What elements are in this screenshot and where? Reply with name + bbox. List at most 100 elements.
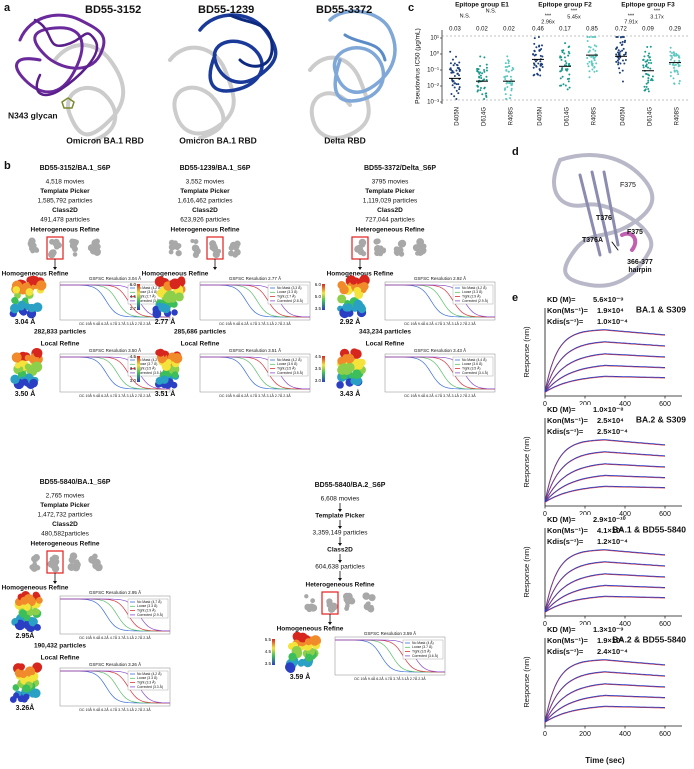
data-dot: [452, 80, 455, 83]
density-map: [14, 362, 21, 369]
fsc-curve: [335, 639, 445, 673]
data-dot: [593, 44, 596, 47]
data-dot: [617, 61, 620, 64]
data-dot: [485, 66, 488, 69]
x-tick-label: 400: [619, 511, 631, 518]
resolution: 3.51 Å: [155, 389, 176, 398]
data-dot: [590, 55, 593, 58]
antibody-ribbon: [33, 18, 99, 97]
residue-label: T376: [596, 215, 612, 222]
legend-entry: No Mask (3.3 Å): [277, 285, 302, 290]
antibody-ribbon: [228, 13, 274, 68]
sensorgram: [544, 375, 666, 393]
legend-entry: Tight (3.5 Å): [412, 648, 431, 653]
colorbar-label: 5.5: [265, 637, 272, 642]
sensorgram: [544, 549, 666, 613]
data-dot: [593, 66, 596, 69]
data-dot: [479, 71, 482, 74]
kinetic-label: Kon(Ms⁻¹)=: [547, 526, 588, 535]
label-bg: [546, 625, 612, 635]
legend-entry: Tight (3.5 Å): [462, 365, 481, 370]
data-dot: [455, 83, 458, 86]
data-dot: [644, 50, 647, 53]
data-dot: [649, 67, 652, 70]
y-axis-label: Response (nm): [522, 436, 531, 488]
data-dot: [622, 47, 625, 50]
data-dot: [621, 40, 624, 43]
hairpin-label: 366-377: [627, 259, 653, 266]
density-map: [10, 374, 20, 384]
data-dot: [453, 74, 456, 77]
sensorgram: [544, 474, 665, 503]
data-dot: [618, 54, 621, 57]
density-map: [33, 349, 42, 358]
data-dot: [449, 67, 452, 70]
workflow-step: Homogeneous Refine: [277, 626, 344, 633]
data-dot: [618, 67, 621, 70]
data-dot: [647, 87, 650, 90]
residue-label: F375: [620, 182, 636, 189]
legend-entry: No Mask (4.4 Å): [462, 357, 487, 362]
data-dot: [455, 89, 458, 92]
fsc-legend: [452, 284, 494, 305]
resolution: 3.26Å: [16, 703, 35, 712]
data-dot: [649, 45, 652, 48]
workflow-step: Class2D: [377, 207, 403, 214]
data-dot: [476, 67, 479, 70]
density-map: [344, 353, 355, 364]
density-map: [34, 666, 41, 673]
x-tick-label: 200: [579, 511, 591, 518]
label-bg: [546, 526, 612, 536]
data-dot: [670, 52, 673, 55]
hairpin: [620, 231, 638, 252]
fsc-axis: DC 19Å 9.4Å 6.2Å 4.7Å 3.7Å 3.1Å 2.7Å 2.3…: [404, 321, 476, 326]
data-dot: [534, 60, 537, 63]
ic50-value: 0.02: [503, 27, 515, 33]
class-thumbnail: [209, 240, 217, 248]
fsc-axis: DC 19Å 9.4Å 6.2Å 4.7Å 3.7Å 3.1Å 2.7Å 2.3…: [219, 321, 291, 326]
sensorgram: [544, 364, 665, 393]
x-axis-label: Time (sec): [585, 756, 625, 765]
density-map: [171, 352, 183, 364]
data-dot: [478, 76, 481, 79]
data-dot: [510, 87, 513, 90]
ic50-value: 0.85: [586, 27, 598, 33]
colorbar-label: 4.5: [315, 354, 322, 359]
density-map: [18, 609, 28, 618]
data-dot: [588, 60, 591, 63]
rbd-label: Omicron BA.1 RBD: [66, 135, 143, 145]
significance: ***: [628, 13, 635, 19]
colorbar: [137, 356, 140, 382]
fit-curve: [544, 695, 665, 723]
data-dot: [642, 66, 645, 69]
class-thumbnail: [310, 598, 316, 604]
data-dot: [615, 60, 618, 63]
legend-entry: Loose (3.4 Å): [137, 289, 157, 294]
mutant-label: D405N: [455, 107, 461, 126]
label-bg: [546, 405, 612, 415]
data-dot: [483, 56, 486, 59]
legend-entry: Loose (3.6 Å): [462, 361, 482, 366]
workflow-step: Class2D: [52, 207, 78, 214]
workflow-step: Class2D: [192, 207, 218, 214]
data-dot: [564, 68, 567, 71]
data-dot: [533, 37, 536, 40]
data-dot: [672, 66, 675, 69]
data-dot: [451, 70, 454, 73]
workflow-step: Template Picker: [180, 188, 230, 195]
density-map: [29, 378, 38, 388]
residue-label: F375: [627, 229, 643, 236]
density-map: [17, 695, 25, 703]
data-dot: [507, 62, 510, 65]
resolution: 3.50 Å: [15, 389, 36, 398]
workflow-step: Class2D: [52, 521, 78, 528]
density-map: [9, 303, 20, 314]
mutant-label: D614G: [648, 107, 654, 126]
density-map: [349, 277, 358, 285]
structures-a: [15, 9, 397, 142]
workflow-step: Homogeneous Refine: [142, 271, 209, 278]
data-dot: [669, 50, 672, 53]
density-map: [309, 635, 320, 646]
data-dot: [678, 82, 681, 85]
